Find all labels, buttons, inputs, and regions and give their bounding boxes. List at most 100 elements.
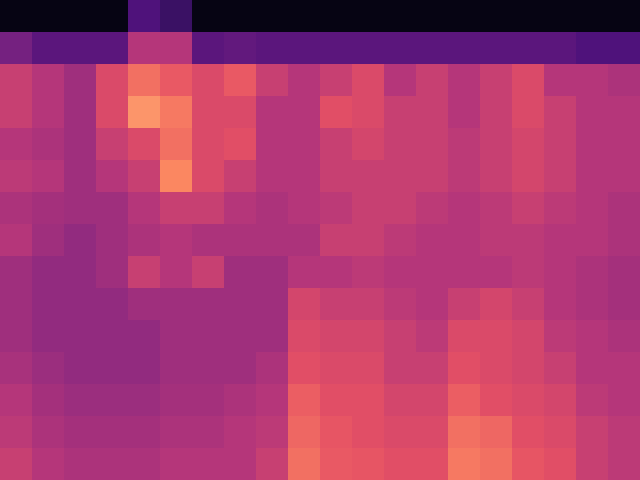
cell bbox=[512, 0, 545, 33]
cell bbox=[64, 320, 97, 353]
cell bbox=[448, 320, 481, 353]
cell bbox=[416, 416, 449, 449]
cell bbox=[96, 32, 129, 65]
cell bbox=[512, 192, 545, 225]
cell bbox=[128, 288, 161, 321]
cell bbox=[608, 224, 640, 257]
cell bbox=[224, 160, 257, 193]
cell bbox=[544, 0, 577, 33]
cell bbox=[256, 160, 289, 193]
cell bbox=[128, 0, 161, 33]
cell bbox=[288, 128, 321, 161]
cell bbox=[320, 320, 353, 353]
cell bbox=[64, 32, 97, 65]
cell bbox=[384, 32, 417, 65]
cell bbox=[64, 352, 97, 385]
cell bbox=[192, 96, 225, 129]
cell bbox=[480, 64, 513, 97]
cell bbox=[224, 224, 257, 257]
cell bbox=[320, 128, 353, 161]
cell bbox=[608, 160, 640, 193]
cell bbox=[512, 448, 545, 480]
cell bbox=[544, 128, 577, 161]
cell bbox=[288, 256, 321, 289]
cell bbox=[128, 352, 161, 385]
cell bbox=[576, 416, 609, 449]
cell bbox=[256, 192, 289, 225]
cell bbox=[32, 256, 65, 289]
cell bbox=[64, 224, 97, 257]
cell bbox=[0, 160, 33, 193]
cell bbox=[288, 0, 321, 33]
cell bbox=[416, 384, 449, 417]
cell bbox=[384, 192, 417, 225]
cell bbox=[192, 0, 225, 33]
cell bbox=[288, 384, 321, 417]
cell bbox=[96, 192, 129, 225]
cell bbox=[192, 32, 225, 65]
cell bbox=[160, 352, 193, 385]
cell bbox=[64, 256, 97, 289]
cell bbox=[384, 288, 417, 321]
cell bbox=[576, 448, 609, 480]
cell bbox=[512, 224, 545, 257]
cell bbox=[64, 384, 97, 417]
cell bbox=[416, 32, 449, 65]
cell bbox=[64, 0, 97, 33]
cell bbox=[96, 256, 129, 289]
cell bbox=[320, 96, 353, 129]
cell bbox=[160, 448, 193, 480]
cell bbox=[288, 416, 321, 449]
cell bbox=[352, 128, 385, 161]
cell bbox=[32, 128, 65, 161]
cell bbox=[512, 128, 545, 161]
cell bbox=[0, 416, 33, 449]
cell bbox=[416, 448, 449, 480]
cell bbox=[416, 0, 449, 33]
cell bbox=[384, 320, 417, 353]
cell bbox=[256, 384, 289, 417]
cell bbox=[576, 32, 609, 65]
cell bbox=[480, 384, 513, 417]
cell bbox=[192, 416, 225, 449]
cell bbox=[320, 32, 353, 65]
cell bbox=[544, 384, 577, 417]
cell bbox=[32, 384, 65, 417]
cell bbox=[96, 384, 129, 417]
cell bbox=[320, 384, 353, 417]
cell bbox=[448, 448, 481, 480]
cell bbox=[96, 448, 129, 480]
cell bbox=[320, 160, 353, 193]
cell bbox=[256, 416, 289, 449]
cell bbox=[128, 64, 161, 97]
cell bbox=[96, 288, 129, 321]
cell bbox=[352, 160, 385, 193]
cell bbox=[320, 0, 353, 33]
cell bbox=[128, 416, 161, 449]
cell bbox=[288, 96, 321, 129]
cell bbox=[448, 192, 481, 225]
cell bbox=[544, 256, 577, 289]
cell bbox=[192, 128, 225, 161]
cell bbox=[0, 320, 33, 353]
cell bbox=[32, 0, 65, 33]
cell bbox=[544, 288, 577, 321]
cell bbox=[544, 32, 577, 65]
cell bbox=[192, 224, 225, 257]
cell bbox=[384, 96, 417, 129]
cell bbox=[576, 384, 609, 417]
cell bbox=[64, 128, 97, 161]
cell bbox=[320, 224, 353, 257]
cell bbox=[0, 352, 33, 385]
cell bbox=[256, 320, 289, 353]
cell bbox=[384, 384, 417, 417]
cell bbox=[96, 64, 129, 97]
cell bbox=[256, 96, 289, 129]
cell bbox=[224, 352, 257, 385]
cell bbox=[224, 128, 257, 161]
cell bbox=[320, 352, 353, 385]
cell bbox=[608, 96, 640, 129]
cell bbox=[384, 256, 417, 289]
cell bbox=[288, 160, 321, 193]
cell bbox=[544, 448, 577, 480]
